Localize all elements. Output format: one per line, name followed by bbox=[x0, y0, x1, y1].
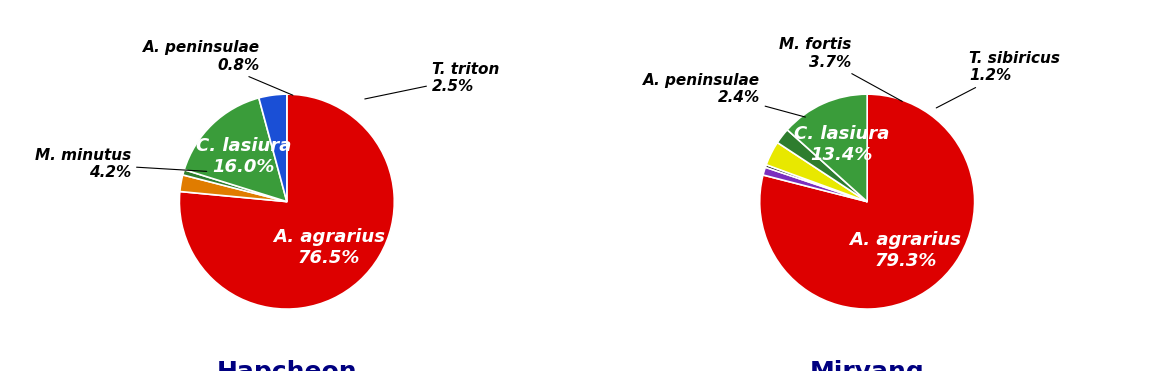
Wedge shape bbox=[765, 165, 867, 201]
Wedge shape bbox=[763, 167, 867, 201]
Text: A. agrarius
76.5%: A. agrarius 76.5% bbox=[272, 228, 384, 267]
Wedge shape bbox=[185, 98, 287, 201]
Wedge shape bbox=[182, 170, 287, 201]
Wedge shape bbox=[778, 130, 867, 201]
Text: A. agrarius
79.3%: A. agrarius 79.3% bbox=[849, 232, 961, 270]
Text: T. sibiricus
1.2%: T. sibiricus 1.2% bbox=[936, 51, 1061, 108]
Wedge shape bbox=[766, 142, 867, 201]
Text: M. fortis
3.7%: M. fortis 3.7% bbox=[779, 37, 902, 101]
Title: Hapcheon: Hapcheon bbox=[217, 360, 358, 371]
Text: A. peninsulae
2.4%: A. peninsulae 2.4% bbox=[643, 73, 805, 117]
Text: C. lasiura
16.0%: C. lasiura 16.0% bbox=[196, 137, 291, 176]
Wedge shape bbox=[759, 94, 975, 309]
Text: C. lasiura
13.4%: C. lasiura 13.4% bbox=[794, 125, 890, 164]
Title: Miryang: Miryang bbox=[810, 360, 924, 371]
Wedge shape bbox=[258, 94, 287, 201]
Wedge shape bbox=[787, 94, 867, 201]
Text: M. minutus
4.2%: M. minutus 4.2% bbox=[35, 148, 207, 180]
Text: T. triton
2.5%: T. triton 2.5% bbox=[365, 62, 500, 99]
Wedge shape bbox=[179, 94, 395, 309]
Text: A. peninsulae
0.8%: A. peninsulae 0.8% bbox=[143, 40, 293, 95]
Wedge shape bbox=[180, 175, 287, 201]
